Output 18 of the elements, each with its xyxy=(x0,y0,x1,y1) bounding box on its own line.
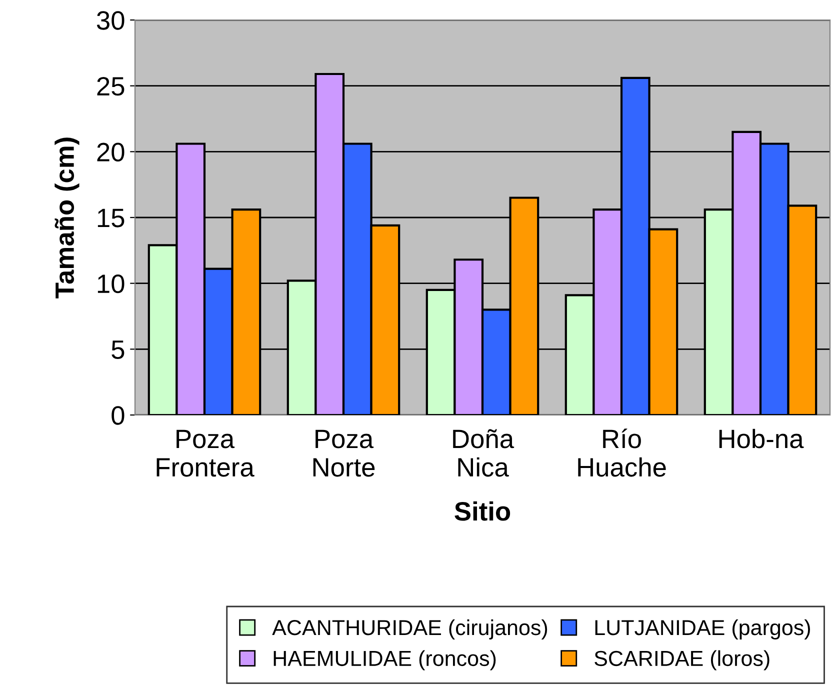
y-tick-label: 20 xyxy=(97,142,124,162)
legend-label: LUTJANIDAE (pargos) xyxy=(595,619,810,640)
x-tick-label: Doña Nica xyxy=(453,429,514,477)
y-tick-label: 30 xyxy=(96,11,124,30)
y-axis-title: Tamaño (cm) xyxy=(54,138,80,298)
legend-label: SCARIDAE (loros) xyxy=(594,650,770,670)
x-tick-label: Poza Norte xyxy=(313,430,375,477)
x-tick-label: Río Huache xyxy=(578,428,666,477)
x-axis-title: Sitio xyxy=(454,501,510,521)
y-tick-label: 10 xyxy=(98,274,124,294)
y-tick-label: 25 xyxy=(97,76,124,96)
x-tick-label: Poza Frontera xyxy=(156,430,254,477)
y-tick-label: 15 xyxy=(98,208,124,228)
y-tick-label: 0 xyxy=(112,406,124,425)
legend-label: HAEMULIDAE (roncos) xyxy=(274,650,496,670)
y-tick-label: 5 xyxy=(112,340,124,359)
legend-label: ACANTHURIDAE (cirujanos) xyxy=(272,619,548,640)
x-tick-label: Hob-na xyxy=(719,428,804,448)
